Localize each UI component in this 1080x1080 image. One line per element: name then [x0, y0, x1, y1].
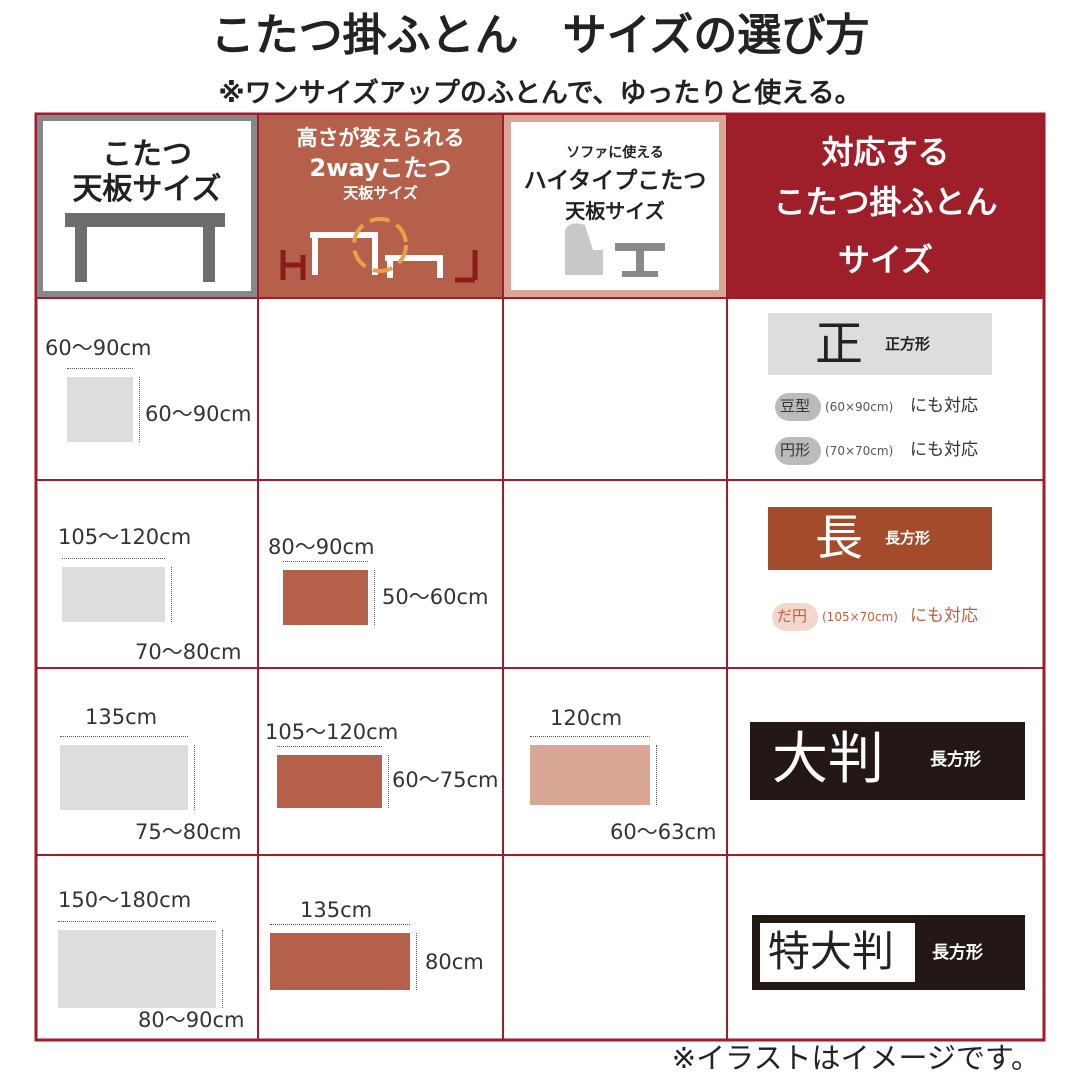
width-label: 60〜90cm [45, 336, 152, 360]
note-size: (60×90cm) [825, 400, 894, 414]
note-tag-bg [775, 437, 821, 465]
dimension-line [530, 736, 650, 737]
width-label: 120cm [550, 706, 623, 730]
dimension-line [416, 933, 417, 990]
header-line: 天板サイズ [72, 172, 222, 207]
badge-kanji: 特大判 [768, 927, 895, 976]
dimension-line [62, 558, 165, 559]
table-top [58, 930, 216, 1008]
table-top [270, 933, 410, 990]
width-label: 150〜180cm [58, 888, 192, 912]
table-top [62, 567, 165, 622]
header-line: サイズ [837, 241, 934, 279]
dimension-line [58, 921, 216, 922]
width-label: 105〜120cm [265, 720, 399, 744]
dimension-line [656, 745, 657, 805]
dimension-line [222, 930, 223, 1008]
header-line: ハイタイプこたつ [523, 168, 707, 194]
dimension-line [388, 755, 389, 808]
width-label: 135cm [85, 705, 158, 729]
header-line: ソファに使える [566, 145, 664, 161]
note-tag: 豆型 [780, 397, 811, 415]
note-tag-bg [775, 393, 821, 421]
table-top [530, 745, 650, 805]
table-top [67, 377, 133, 442]
depth-label: 50〜60cm [382, 585, 489, 609]
depth-label: 80〜90cm [138, 1008, 245, 1032]
header-line: こたつ [102, 137, 192, 172]
header-line: こたつ掛ふとん [773, 183, 998, 221]
dimension-line [277, 746, 382, 747]
table-top [60, 745, 188, 810]
title: こたつ掛ふとん サイズの選び方 [210, 10, 870, 61]
header-line: 高さが変えられる [296, 126, 465, 150]
dimension-line [139, 377, 140, 442]
dimension-line [374, 570, 375, 625]
note-size: (70×70cm) [825, 444, 894, 458]
badge-kanji: 正 [815, 316, 864, 372]
dimension-line [283, 561, 368, 562]
badge-label: 正方形 [885, 335, 931, 353]
note-text: にも対応 [910, 606, 978, 626]
depth-label: 60〜63cm [610, 820, 717, 844]
width-label: 135cm [300, 898, 373, 922]
badge-label: 長方形 [932, 943, 983, 963]
footer-note: ※イラストはイメージです。 [671, 1041, 1040, 1075]
depth-label: 80cm [425, 950, 484, 974]
badge-label: 長方形 [885, 529, 931, 547]
note-tag-bg [772, 603, 818, 631]
depth-label: 75〜80cm [135, 820, 242, 844]
badge-kanji: 長 [815, 510, 864, 566]
note-tag: 円形 [780, 441, 811, 459]
dimension-line [194, 745, 195, 810]
dimension-line [171, 567, 172, 622]
header-line: 対応する [821, 133, 950, 171]
depth-label: 60〜75cm [392, 768, 499, 792]
table-top [283, 570, 368, 625]
table-top [277, 755, 382, 808]
width-label: 80〜90cm [268, 535, 375, 559]
note-text: にも対応 [910, 440, 978, 460]
depth-label: 70〜80cm [135, 640, 242, 664]
note-text: にも対応 [910, 396, 978, 416]
dimension-line [270, 924, 410, 925]
subtitle: ※ワンサイズアップのふとんで、ゆったりと使える。 [218, 78, 862, 109]
header-line: 天板サイズ [343, 184, 418, 202]
badge-label: 長方形 [930, 750, 981, 770]
depth-label: 60〜90cm [145, 402, 252, 426]
note-tag: だ円 [777, 607, 808, 625]
size-badge [768, 313, 992, 375]
badge-inner [760, 923, 915, 982]
badge-kanji: 大判 [772, 727, 884, 792]
header-line: 天板サイズ [565, 199, 665, 223]
width-label: 105〜120cm [58, 525, 192, 549]
size-badge [750, 722, 1025, 800]
dimension-line [67, 368, 133, 369]
size-badge [768, 507, 992, 570]
header-line: 2wayこたつ [309, 154, 452, 182]
dimension-line [60, 736, 188, 737]
note-size: (105×70cm) [822, 610, 898, 624]
